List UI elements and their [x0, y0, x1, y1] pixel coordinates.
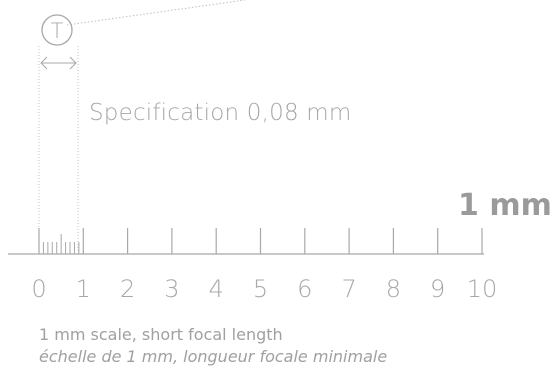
minor-ticks [42, 234, 80, 254]
scale-label: 1 [76, 275, 91, 303]
major-ticks [38, 228, 483, 254]
scale-label: 6 [297, 275, 312, 303]
caption-french: échelle de 1 mm, longueur focale minimal… [39, 347, 388, 366]
scale-label: 5 [253, 275, 268, 303]
scale-label: 0 [31, 275, 46, 303]
t-symbol-letter: T [51, 19, 64, 43]
caption-english: 1 mm scale, short focal length [39, 325, 283, 344]
scale-label: 10 [467, 275, 498, 303]
scale-label: 8 [386, 275, 401, 303]
width-arrow-icon [40, 56, 77, 70]
scale-label: 7 [341, 275, 356, 303]
scale-label: 9 [430, 275, 445, 303]
scale-label: 2 [120, 275, 135, 303]
specification-label: Specification 0,08 mm [89, 100, 352, 126]
unit-label: 1 mm [458, 188, 552, 223]
scale-label: 4 [209, 275, 224, 303]
guide-lines [38, 46, 79, 254]
leader-line [66, 0, 246, 26]
t-symbol-icon: T [41, 14, 73, 46]
scale-labels: 0 1 2 3 4 5 6 7 8 9 10 [31, 275, 497, 303]
scale-label: 3 [164, 275, 179, 303]
